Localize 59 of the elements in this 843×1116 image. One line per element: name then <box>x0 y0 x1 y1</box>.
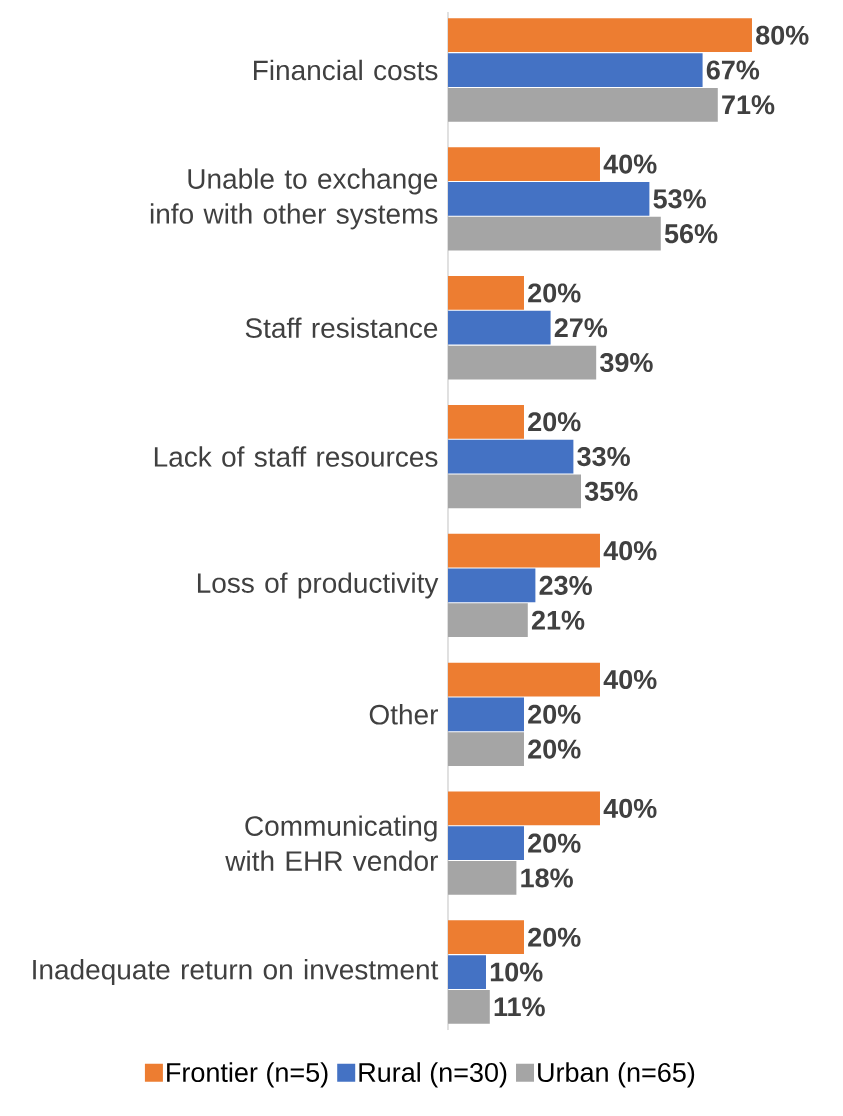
data-label: 18% <box>521 868 573 888</box>
bar <box>447 87 718 122</box>
data-label: 39% <box>600 352 653 373</box>
data-label: 33% <box>577 447 630 467</box>
bar <box>447 989 490 1024</box>
bar <box>447 791 600 826</box>
bar <box>447 147 600 181</box>
bar <box>447 697 524 732</box>
data-label: 40% <box>603 669 657 690</box>
y-tick-label: Communicating with EHR vendor <box>225 815 438 871</box>
bar <box>447 404 524 439</box>
data-label: 27% <box>554 318 608 338</box>
legend-label: Urban (n=65) <box>538 1062 695 1088</box>
bar <box>447 568 536 603</box>
y-tick-label: Other <box>369 704 438 725</box>
bar <box>447 732 524 766</box>
legend-label: Frontier (n=5) <box>167 1062 328 1088</box>
bar <box>447 216 661 251</box>
data-label: 67% <box>706 60 760 80</box>
bar <box>447 920 524 955</box>
data-label: 35% <box>584 481 638 501</box>
bar <box>447 345 597 380</box>
data-label: 11% <box>494 997 545 1017</box>
data-label: 20% <box>528 833 581 853</box>
legend-label: Rural (n=30) <box>359 1062 507 1088</box>
bar <box>447 276 524 310</box>
bar <box>447 439 574 474</box>
data-label: 20% <box>528 283 581 303</box>
y-tick-label: Financial costs <box>254 59 438 81</box>
y-tick-label: Inadequate return on investment <box>33 958 439 986</box>
data-label: 21% <box>531 610 585 630</box>
data-label: 40% <box>603 541 657 561</box>
data-label: 56% <box>664 224 718 244</box>
bar <box>447 533 600 568</box>
data-label: 20% <box>528 704 581 724</box>
bar <box>447 18 752 53</box>
y-tick-label: Lack of staff resources <box>154 446 438 467</box>
data-label: 10% <box>490 962 543 982</box>
data-label: 20% <box>528 927 581 947</box>
bar <box>447 474 581 509</box>
data-label: 20% <box>528 412 581 432</box>
data-label: 53% <box>653 189 706 209</box>
data-label: 20% <box>528 739 581 759</box>
bar <box>447 53 703 87</box>
data-label: 23% <box>539 575 592 596</box>
bar <box>447 955 486 989</box>
y-tick-label: Loss of productivity <box>197 572 439 599</box>
bar <box>447 861 517 895</box>
bar <box>447 182 650 216</box>
bar <box>447 662 600 697</box>
bar <box>447 310 551 345</box>
data-label: 40% <box>603 798 657 818</box>
y-tick-label: Staff resistance <box>245 317 438 338</box>
y-tick-label: Unable to exchange info with other systems <box>150 168 438 230</box>
bar <box>447 826 524 861</box>
data-label: 80% <box>756 25 809 45</box>
data-label: 40% <box>603 154 657 174</box>
bar <box>447 603 528 638</box>
data-label: 71% <box>722 95 775 115</box>
